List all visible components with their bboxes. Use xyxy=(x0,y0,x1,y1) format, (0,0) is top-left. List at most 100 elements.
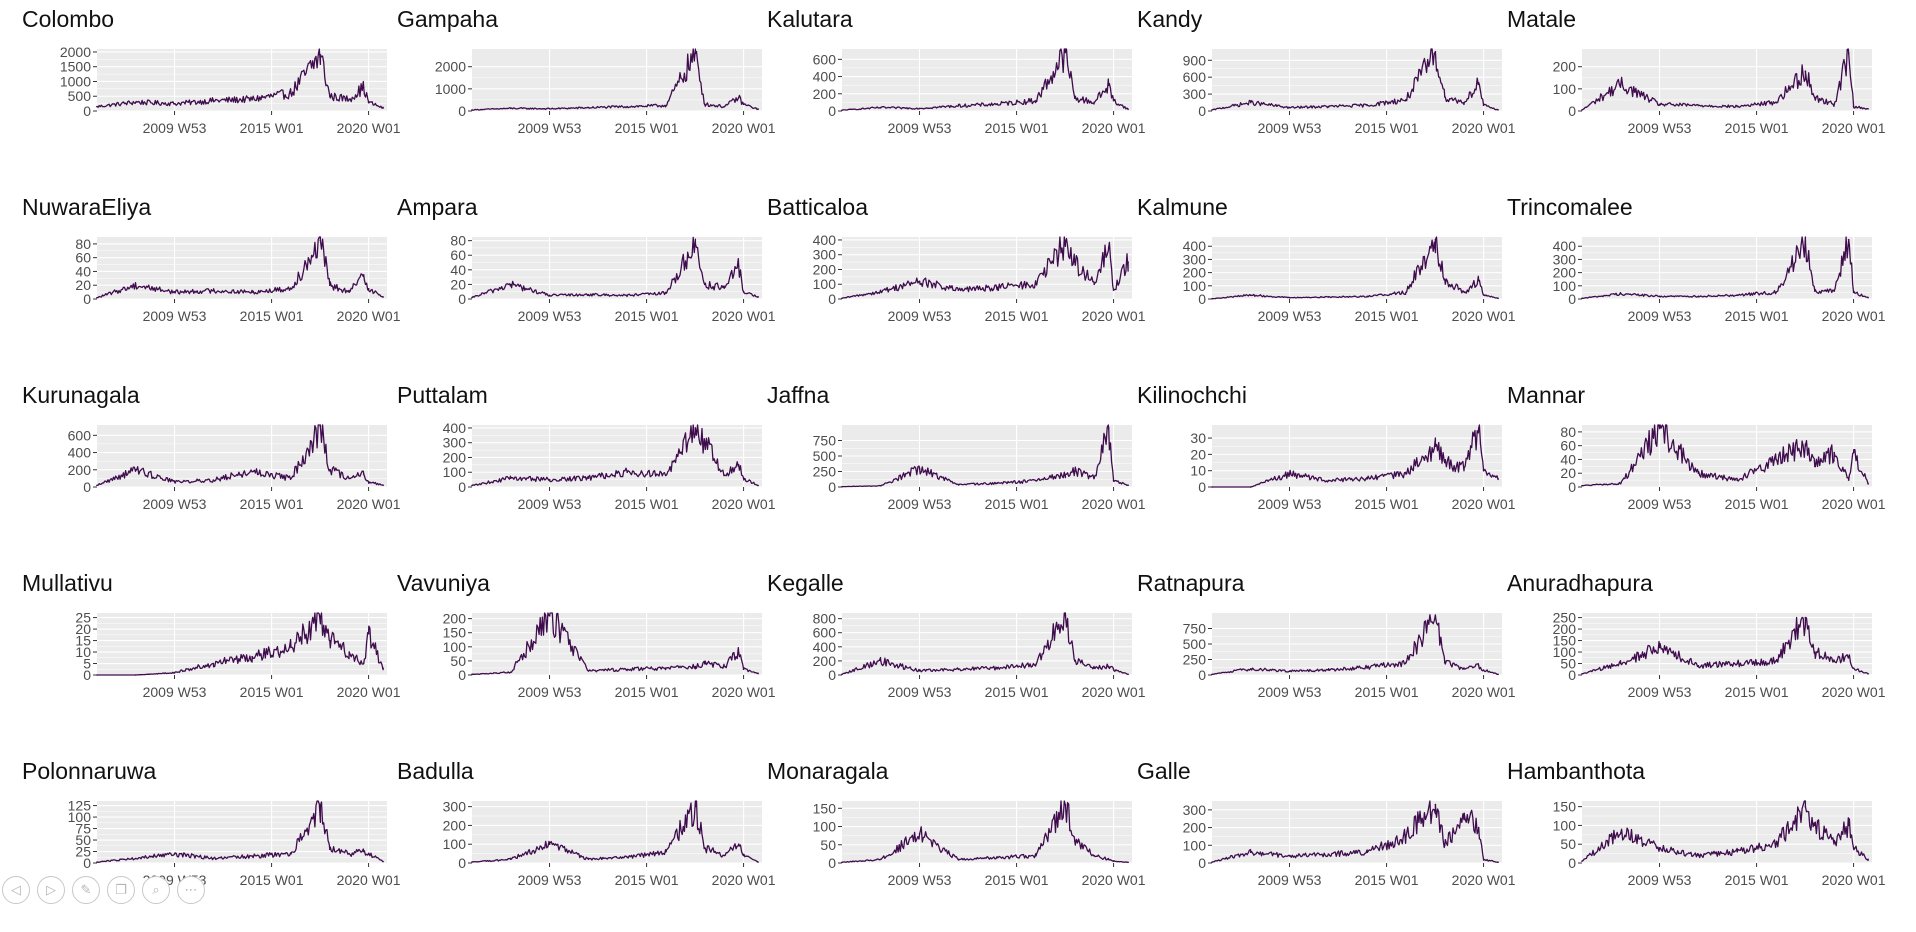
data-point xyxy=(1211,861,1213,863)
y-tick-label: 2000 xyxy=(60,44,91,60)
data-point xyxy=(723,474,725,476)
data-point xyxy=(841,485,843,488)
y-tick-label: 400 xyxy=(1553,238,1577,254)
data-point xyxy=(757,108,759,111)
data-point xyxy=(742,290,745,293)
x-tick-label: 2020 W01 xyxy=(337,872,401,888)
data-point xyxy=(1035,854,1037,857)
data-point xyxy=(703,847,706,849)
data-point xyxy=(1443,661,1446,664)
y-tick-label: 5 xyxy=(83,656,91,672)
series-line xyxy=(841,48,1129,111)
district-panel-mullativu: Mullativu 0 5 10 15 20 25 2009 W53 2015 W01 2020 … xyxy=(0,564,401,744)
y-tick-label: 250 xyxy=(1553,610,1577,626)
y-tick-label: 50 xyxy=(75,832,91,848)
data-point xyxy=(367,853,370,855)
data-point xyxy=(1658,847,1661,849)
data-point xyxy=(471,296,473,299)
y-tick-label: 0 xyxy=(1198,291,1206,307)
data-point xyxy=(1775,291,1777,294)
data-point xyxy=(737,651,740,654)
data-point xyxy=(841,109,843,111)
data-point xyxy=(251,291,253,293)
data-point xyxy=(703,662,706,665)
y-tick-label: 100 xyxy=(1183,837,1207,853)
data-point xyxy=(1434,615,1437,617)
data-point xyxy=(626,105,628,108)
prev-button[interactable]: ◁ xyxy=(2,876,30,904)
pen-button[interactable]: ✎ xyxy=(72,876,100,904)
next-button[interactable]: ▷ xyxy=(37,876,65,904)
data-point xyxy=(1127,484,1129,486)
data-point xyxy=(1497,673,1499,676)
data-point xyxy=(1497,109,1499,111)
copy-button[interactable]: ❐ xyxy=(107,876,135,904)
y-tick-label: 300 xyxy=(1553,251,1577,267)
data-point xyxy=(348,651,350,653)
data-point xyxy=(841,861,843,864)
data-point xyxy=(918,669,921,672)
panel-title: Gampaha xyxy=(397,6,499,32)
series-line xyxy=(96,800,384,863)
y-tick-label: 150 xyxy=(1553,633,1577,649)
data-point xyxy=(382,667,384,669)
data-point xyxy=(1477,427,1480,430)
y-tick-label: 0 xyxy=(1568,291,1576,307)
data-point xyxy=(694,665,697,668)
data-point xyxy=(1847,655,1850,658)
x-tick-label: 2009 W53 xyxy=(1258,496,1322,512)
data-point xyxy=(96,296,98,299)
y-tick-label: 0 xyxy=(458,291,466,307)
y-tick-label: 0 xyxy=(1198,479,1206,495)
data-point xyxy=(918,107,921,110)
x-tick-label: 2009 W53 xyxy=(143,308,207,324)
y-tick-label: 600 xyxy=(813,625,837,641)
x-tick-label: 2020 W01 xyxy=(1082,684,1146,700)
zoom-button[interactable]: ⌕ xyxy=(142,876,170,904)
data-point xyxy=(1619,832,1622,834)
data-point xyxy=(548,615,551,617)
x-tick-label: 2020 W01 xyxy=(1452,872,1516,888)
x-tick-label: 2009 W53 xyxy=(888,120,952,136)
data-point xyxy=(509,671,512,673)
data-point xyxy=(879,484,882,487)
data-point xyxy=(737,265,740,267)
data-point xyxy=(509,477,512,479)
data-point xyxy=(626,294,628,297)
data-point xyxy=(251,655,253,658)
series-line xyxy=(1581,236,1869,299)
data-point xyxy=(1112,480,1115,482)
data-point xyxy=(918,467,921,470)
data-point xyxy=(1249,101,1252,104)
plot-background xyxy=(1212,425,1502,487)
data-point xyxy=(1366,478,1368,480)
data-point xyxy=(348,853,350,855)
data-point xyxy=(1405,98,1407,101)
data-point xyxy=(1658,646,1661,649)
panel-title: Ampara xyxy=(397,194,478,220)
y-tick-label: 200 xyxy=(1183,820,1207,836)
more-button[interactable]: ⋯ xyxy=(177,876,205,904)
data-point xyxy=(918,280,921,283)
data-point xyxy=(1073,470,1076,473)
y-tick-label: 0 xyxy=(828,103,836,119)
y-tick-label: 500 xyxy=(813,448,837,464)
y-tick-label: 250 xyxy=(813,464,837,480)
x-tick-label: 2020 W01 xyxy=(1452,684,1516,700)
y-tick-label: 400 xyxy=(813,232,837,248)
y-tick-label: 15 xyxy=(75,633,91,649)
data-point xyxy=(1093,667,1095,669)
slide-toolbar: ◁ ▷ ✎ ❐ ⌕ ⋯ xyxy=(2,876,205,906)
data-point xyxy=(1366,295,1368,298)
panel-title: Kegalle xyxy=(767,570,844,596)
x-tick-label: 2009 W53 xyxy=(518,496,582,512)
data-point xyxy=(1852,847,1855,849)
x-tick-label: 2020 W01 xyxy=(712,872,776,888)
district-panel-kilinochchi: Kilinochchi 0 10 20 30 2009 W53 2015 W01 2020 W… xyxy=(1115,376,1516,556)
y-tick-label: 75 xyxy=(75,821,91,837)
y-tick-label: 600 xyxy=(813,51,837,67)
data-point xyxy=(290,853,292,855)
